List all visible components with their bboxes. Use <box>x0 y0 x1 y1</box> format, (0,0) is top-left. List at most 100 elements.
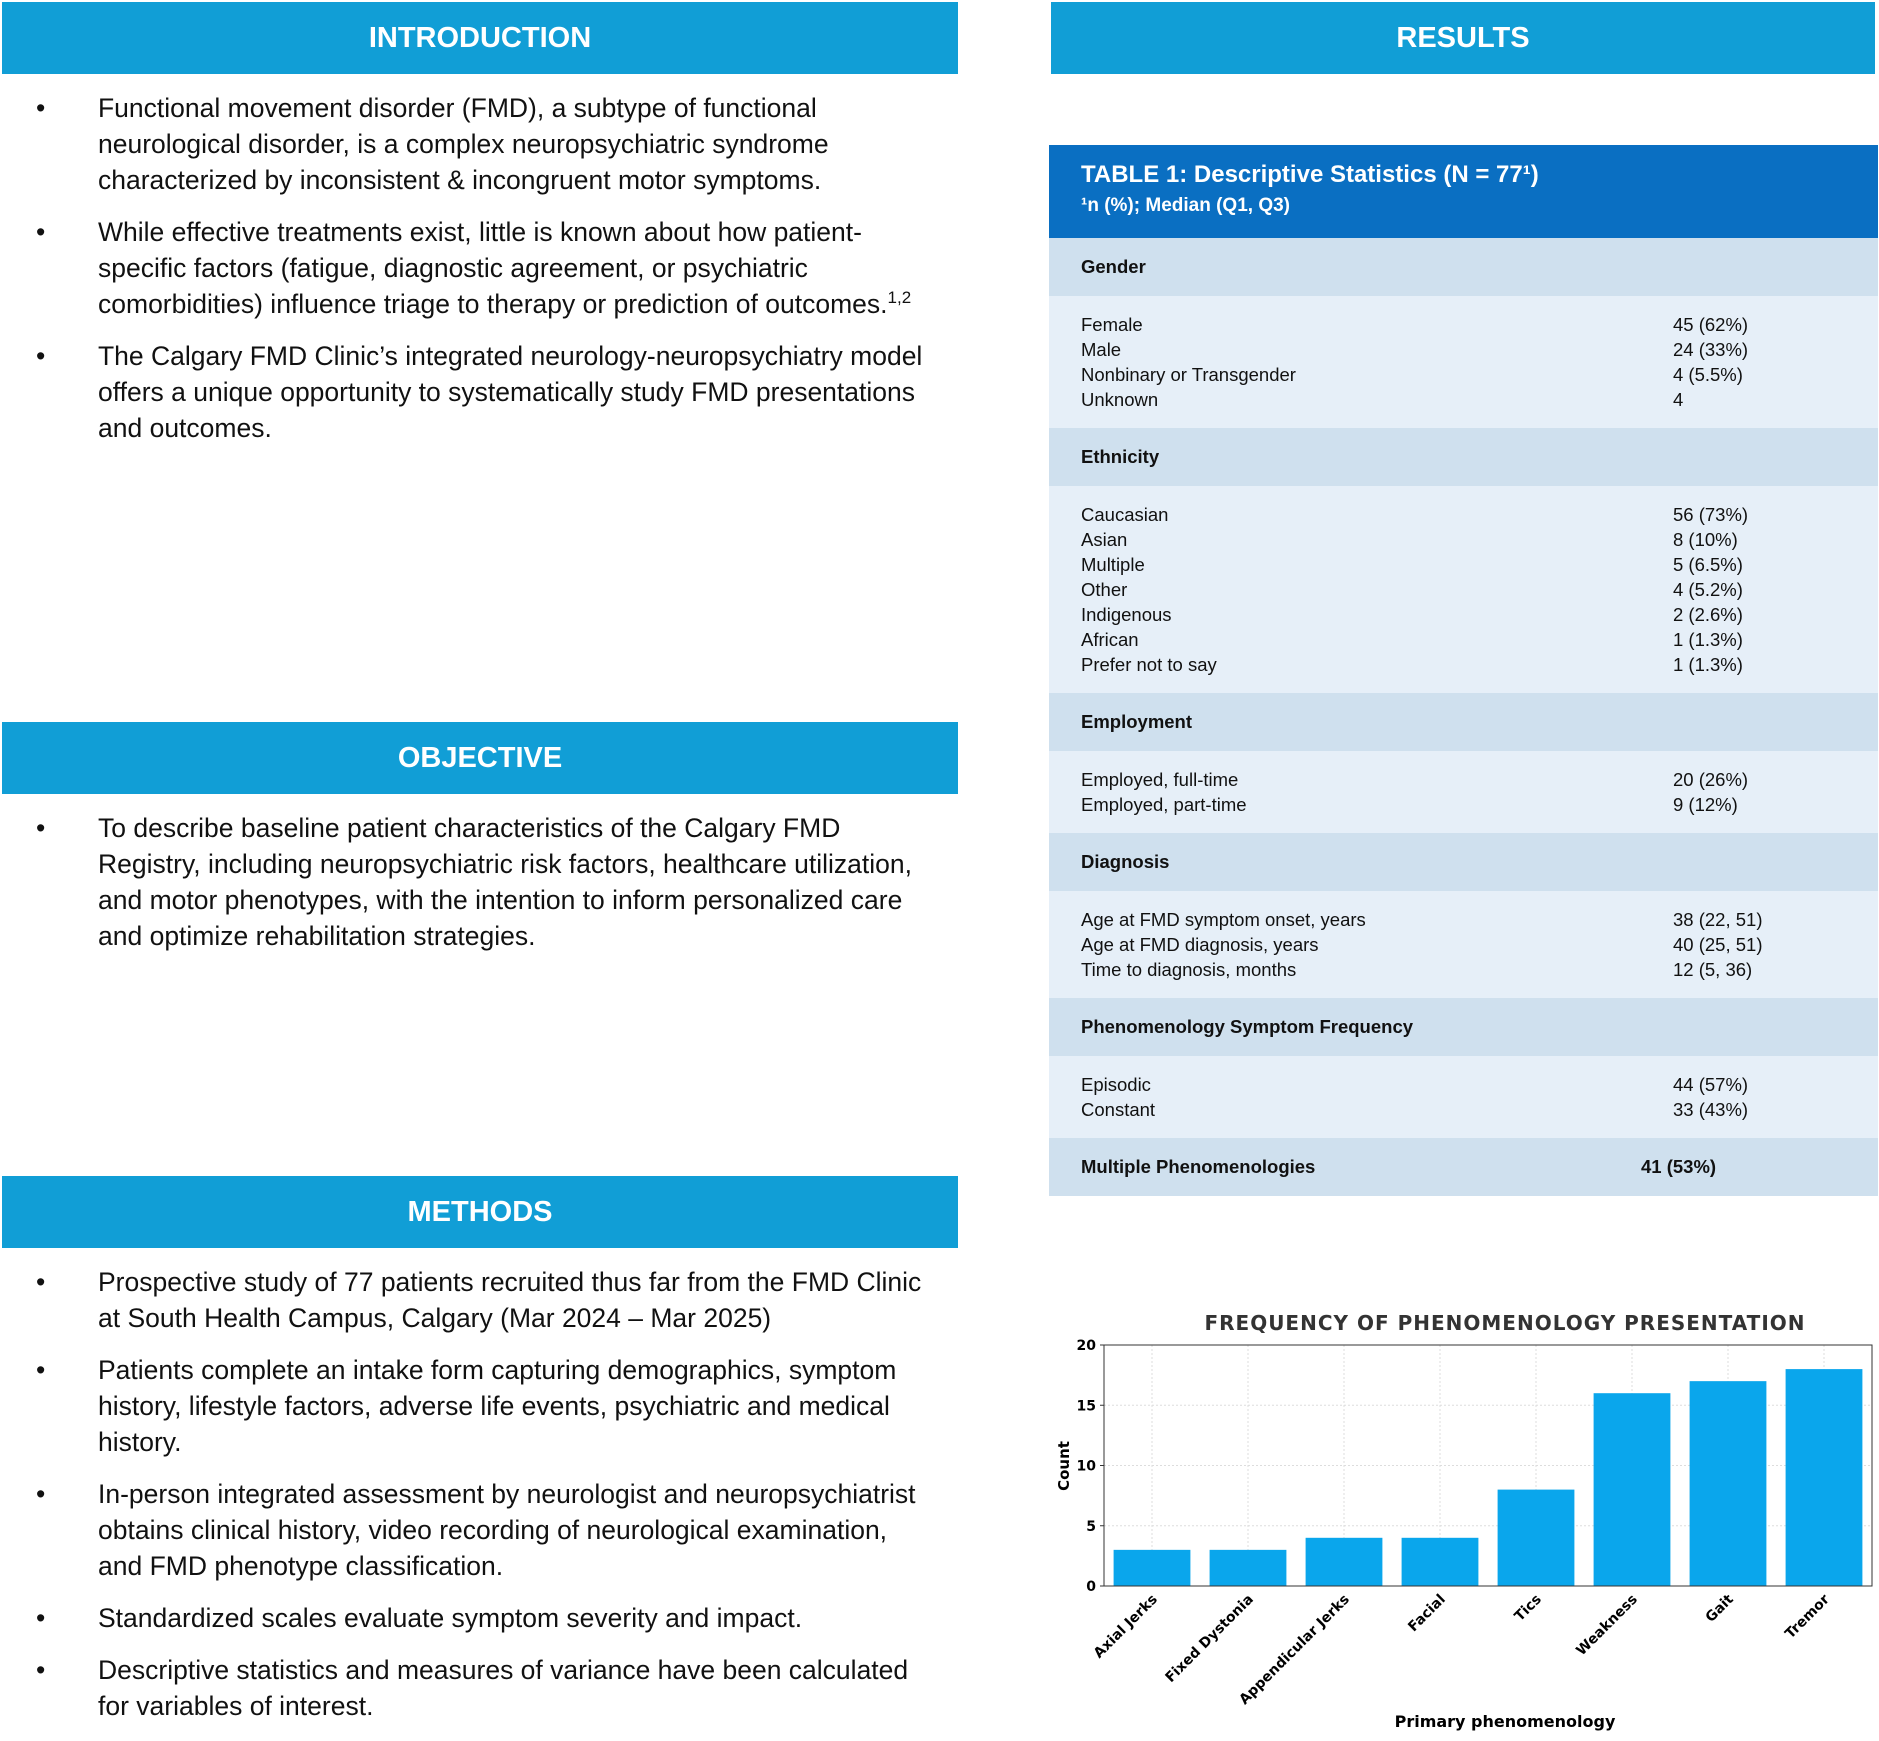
row-label: Male <box>1081 339 1122 360</box>
row-label: Unknown <box>1081 389 1159 410</box>
row-value: 24 (33%) <box>1673 339 1749 360</box>
row-value: 40 (25, 51) <box>1673 934 1763 955</box>
table-title: TABLE 1: Descriptive Statistics (N = 77¹… <box>1081 161 1539 188</box>
bullet: To describe baseline patient characteris… <box>36 810 938 954</box>
table-row: Asian 8 (10%) <box>1081 527 1878 552</box>
x-tick-label: Tremor <box>1782 1591 1833 1642</box>
row-value: 4 (5.5%) <box>1673 364 1743 385</box>
section-heading: Gender <box>1081 256 1146 277</box>
row-label: Constant <box>1081 1099 1156 1120</box>
x-tick-label: Axial Jerks <box>1091 1592 1161 1662</box>
chart: FREQUENCY OF PHENOMENOLOGY PRESENTATION … <box>1055 1311 1873 1731</box>
row-value: 38 (22, 51) <box>1673 909 1763 930</box>
row-group: Caucasian 56 (73%) Asian 8 (10%) Multiple 5 (… <box>1049 486 1878 693</box>
x-tick-label: Tics <box>1512 1592 1545 1625</box>
section-header: RESULTS <box>1051 2 1875 74</box>
row-label: Female <box>1081 314 1143 335</box>
row-label: Episodic <box>1081 1074 1151 1095</box>
row-value: 33 (43%) <box>1673 1099 1749 1120</box>
section-header: METHODS <box>2 1176 958 1248</box>
row-value: 56 (73%) <box>1673 504 1749 525</box>
chart-title: FREQUENCY OF PHENOMENOLOGY PRESENTATION <box>1204 1311 1805 1335</box>
table-row: Female 45 (62%) <box>1081 312 1878 337</box>
row-value: 4 (5.2%) <box>1673 579 1743 600</box>
x-tick-label: Appendicular Jerks <box>1236 1592 1352 1708</box>
row-label: Age at FMD diagnosis, years <box>1081 934 1319 955</box>
y-tick-label: 5 <box>1086 1519 1096 1535</box>
row-value: 4 <box>1673 389 1684 410</box>
bullet: While effective treatments exist, little… <box>36 214 938 322</box>
row-label: Nonbinary or Transgender <box>1081 364 1296 385</box>
section-heading: Employment <box>1081 711 1193 732</box>
table-row: Indigenous 2 (2.6%) <box>1081 602 1878 627</box>
bar <box>1689 1381 1767 1586</box>
bar <box>1401 1537 1479 1586</box>
row-label: Indigenous <box>1081 604 1172 625</box>
y-tick-label: 0 <box>1086 1579 1096 1595</box>
bullet-list: Functional movement disorder (FMD), a su… <box>2 90 938 462</box>
row-label: Prefer not to say <box>1081 654 1217 675</box>
row-label: Caucasian <box>1081 504 1169 525</box>
x-tick-label: Facial <box>1405 1592 1449 1636</box>
table-row: Employed, full-time 20 (26%) <box>1081 767 1878 792</box>
table-row: Multiple 5 (6.5%) <box>1081 552 1878 577</box>
bullet: Functional movement disorder (FMD), a su… <box>36 90 938 198</box>
section-row: Ethnicity <box>1049 428 1878 486</box>
bullet-list: Prospective study of 77 patients recruit… <box>2 1264 938 1740</box>
row-label: Other <box>1081 579 1128 600</box>
stats-table: TABLE 1: Descriptive Statistics (N = 77¹… <box>1049 145 1878 1196</box>
row-label: African <box>1081 629 1139 650</box>
bar <box>1785 1369 1863 1586</box>
table-row: Caucasian 56 (73%) <box>1081 502 1878 527</box>
table-title-bar: TABLE 1: Descriptive Statistics (N = 77¹… <box>1049 145 1878 238</box>
table-row: Employed, part-time 9 (12%) <box>1081 792 1878 817</box>
row-value: 20 (26%) <box>1673 769 1749 790</box>
section-row: Diagnosis <box>1049 833 1878 891</box>
y-tick-label: 20 <box>1077 1338 1097 1354</box>
table-row: Other 4 (5.2%) <box>1081 577 1878 602</box>
table-row: Episodic 44 (57%) <box>1081 1072 1878 1097</box>
row-label: Employed, part-time <box>1081 794 1247 815</box>
bullet: In-person integrated assessment by neuro… <box>36 1476 938 1584</box>
row-value: 1 (1.3%) <box>1673 629 1743 650</box>
bar <box>1305 1537 1383 1586</box>
row-value: 45 (62%) <box>1673 314 1749 335</box>
bullet-text: While effective treatments exist, little… <box>98 217 888 319</box>
bar <box>1593 1393 1671 1586</box>
table-row: Nonbinary or Transgender 4 (5.5%) <box>1081 362 1878 387</box>
row-label: Multiple <box>1081 554 1145 575</box>
plot-frame <box>1103 1344 1873 1587</box>
row-group: Employed, full-time 20 (26%) Employed, par… <box>1049 751 1878 833</box>
table-row: Constant 33 (43%) <box>1081 1097 1878 1122</box>
row-value: 5 (6.5%) <box>1673 554 1743 575</box>
section-row: Phenomenology Symptom Frequency <box>1049 998 1878 1056</box>
section-heading: Diagnosis <box>1081 851 1170 872</box>
x-tick-label: Gait <box>1703 1591 1737 1625</box>
section-row: Gender <box>1049 238 1878 296</box>
table-row: Age at FMD symptom onset, years 38 (22, 5… <box>1081 907 1878 932</box>
table-row: Time to diagnosis, months 12 (5, 36) <box>1081 957 1878 982</box>
row-label: Time to diagnosis, months <box>1081 959 1297 980</box>
bullet: Patients complete an intake form capturi… <box>36 1352 938 1460</box>
table-subtitle: ¹n (%); Median (Q1, Q3) <box>1081 195 1290 216</box>
row-value: 2 (2.6%) <box>1673 604 1743 625</box>
bar <box>1497 1489 1575 1586</box>
bullet: Prospective study of 77 patients recruit… <box>36 1264 938 1336</box>
bullet-list: To describe baseline patient characteris… <box>2 810 938 970</box>
row-value: 8 (10%) <box>1673 529 1738 550</box>
row-value: 44 (57%) <box>1673 1074 1749 1095</box>
x-axis-label: Primary phenomenology <box>1395 1712 1616 1731</box>
row-label: Age at FMD symptom onset, years <box>1081 909 1366 930</box>
bar <box>1209 1549 1287 1586</box>
bullet: The Calgary FMD Clinic’s integrated neur… <box>36 338 938 446</box>
section-row: Employment <box>1049 693 1878 751</box>
section-heading: Ethnicity <box>1081 446 1160 467</box>
table-row: African 1 (1.3%) <box>1081 627 1878 652</box>
section-value: 41 (53%) <box>1641 1156 1717 1177</box>
y-tick-label: 10 <box>1077 1459 1097 1475</box>
section-row: Multiple Phenomenologies 41 (53%) <box>1049 1138 1878 1196</box>
table-row: Unknown 4 <box>1081 387 1878 412</box>
section-heading: Phenomenology Symptom Frequency <box>1081 1016 1414 1037</box>
x-tick-label: Fixed Dystonia <box>1163 1592 1257 1686</box>
